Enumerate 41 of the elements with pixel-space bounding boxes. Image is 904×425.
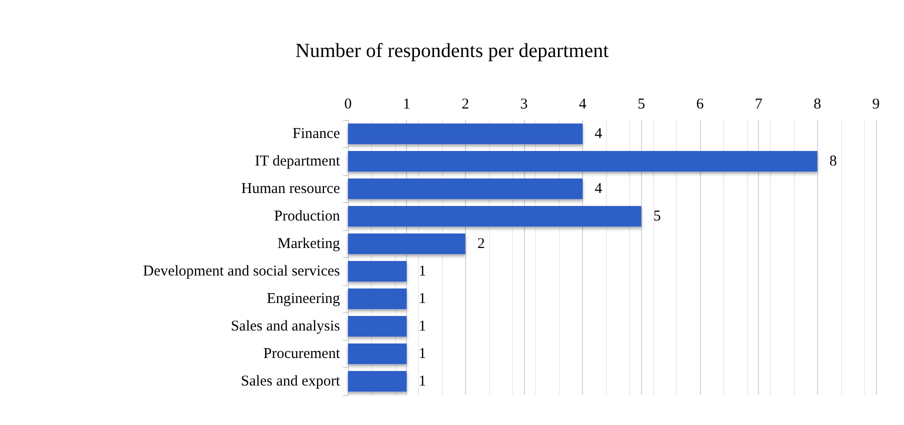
data-label: 1: [418, 263, 426, 280]
y-tick-label: Sales and export: [240, 373, 341, 390]
x-tick-label: 1: [402, 96, 410, 112]
data-label: 1: [418, 318, 426, 334]
x-tick-label: 7: [754, 96, 763, 112]
bar: [348, 233, 466, 254]
y-tick-label: Sales and analysis: [230, 318, 340, 334]
y-tick-label: Production: [274, 208, 340, 224]
bar: [348, 260, 407, 282]
data-label: 1: [418, 373, 426, 390]
x-tick-label: 4: [578, 96, 587, 112]
bar: [348, 316, 407, 337]
x-tick-label: 2: [462, 96, 470, 112]
bar: [348, 370, 407, 392]
x-tick-label: 5: [638, 96, 646, 112]
data-label: 1: [418, 290, 426, 307]
bar: [348, 123, 583, 144]
bar: [348, 206, 642, 227]
x-tick-label: 9: [872, 96, 880, 112]
y-tick-label: Development and social services: [142, 263, 340, 280]
data-label: 1: [418, 346, 426, 362]
x-tick-label: 8: [814, 96, 822, 112]
bar: [348, 150, 818, 172]
y-tick-label: Engineering: [266, 290, 340, 307]
x-tick-label: 6: [696, 96, 704, 112]
data-label: 8: [829, 153, 837, 170]
data-label: 4: [594, 180, 603, 197]
bar: [348, 178, 583, 200]
data-label: 5: [653, 208, 661, 224]
bar: [348, 343, 407, 364]
chart-title: Number of respondents per department: [295, 40, 610, 62]
y-tick-label: Human resource: [241, 180, 340, 197]
data-label: 4: [594, 126, 603, 142]
y-tick-label: Procurement: [263, 346, 341, 362]
x-tick-label: 3: [520, 96, 528, 112]
x-tick-label: 0: [344, 96, 352, 112]
bar: [348, 288, 407, 310]
data-label: 2: [477, 236, 485, 252]
y-tick-label: Finance: [292, 126, 340, 142]
y-tick-label: IT department: [254, 153, 341, 170]
y-tick-label: Marketing: [278, 236, 340, 252]
